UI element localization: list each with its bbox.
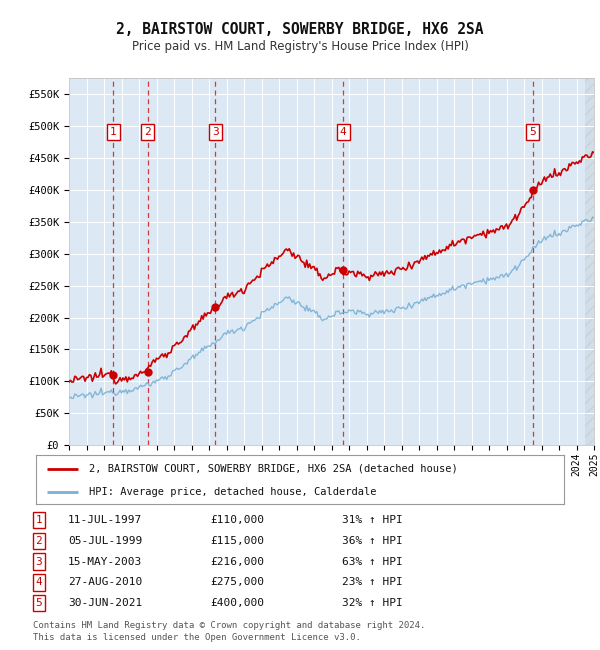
Text: 27-AUG-2010: 27-AUG-2010 xyxy=(68,577,142,588)
Text: 15-MAY-2003: 15-MAY-2003 xyxy=(68,556,142,567)
Text: 2, BAIRSTOW COURT, SOWERBY BRIDGE, HX6 2SA (detached house): 2, BAIRSTOW COURT, SOWERBY BRIDGE, HX6 2… xyxy=(89,463,458,474)
Text: 3: 3 xyxy=(212,127,219,137)
Text: 36% ↑ HPI: 36% ↑ HPI xyxy=(341,536,403,546)
Text: 31% ↑ HPI: 31% ↑ HPI xyxy=(341,515,403,525)
Text: Contains HM Land Registry data © Crown copyright and database right 2024.: Contains HM Land Registry data © Crown c… xyxy=(33,621,425,630)
Text: 30-JUN-2021: 30-JUN-2021 xyxy=(68,598,142,608)
Text: 05-JUL-1999: 05-JUL-1999 xyxy=(68,536,142,546)
Text: 2: 2 xyxy=(145,127,151,137)
Bar xyxy=(585,78,594,445)
Text: £400,000: £400,000 xyxy=(210,598,264,608)
Text: 5: 5 xyxy=(35,598,43,608)
Text: 32% ↑ HPI: 32% ↑ HPI xyxy=(341,598,403,608)
Text: 2: 2 xyxy=(35,536,43,546)
Text: 11-JUL-1997: 11-JUL-1997 xyxy=(68,515,142,525)
Text: 23% ↑ HPI: 23% ↑ HPI xyxy=(341,577,403,588)
Text: HPI: Average price, detached house, Calderdale: HPI: Average price, detached house, Cald… xyxy=(89,487,376,497)
Text: £216,000: £216,000 xyxy=(210,556,264,567)
Text: 4: 4 xyxy=(35,577,43,588)
Text: 1: 1 xyxy=(35,515,43,525)
Text: £115,000: £115,000 xyxy=(210,536,264,546)
Text: This data is licensed under the Open Government Licence v3.0.: This data is licensed under the Open Gov… xyxy=(33,632,361,642)
Text: 2, BAIRSTOW COURT, SOWERBY BRIDGE, HX6 2SA: 2, BAIRSTOW COURT, SOWERBY BRIDGE, HX6 2… xyxy=(116,21,484,37)
Text: Price paid vs. HM Land Registry's House Price Index (HPI): Price paid vs. HM Land Registry's House … xyxy=(131,40,469,53)
Text: 5: 5 xyxy=(529,127,536,137)
Text: 1: 1 xyxy=(110,127,116,137)
Text: £275,000: £275,000 xyxy=(210,577,264,588)
Text: 63% ↑ HPI: 63% ↑ HPI xyxy=(341,556,403,567)
Text: 4: 4 xyxy=(340,127,346,137)
Text: 3: 3 xyxy=(35,556,43,567)
Text: £110,000: £110,000 xyxy=(210,515,264,525)
